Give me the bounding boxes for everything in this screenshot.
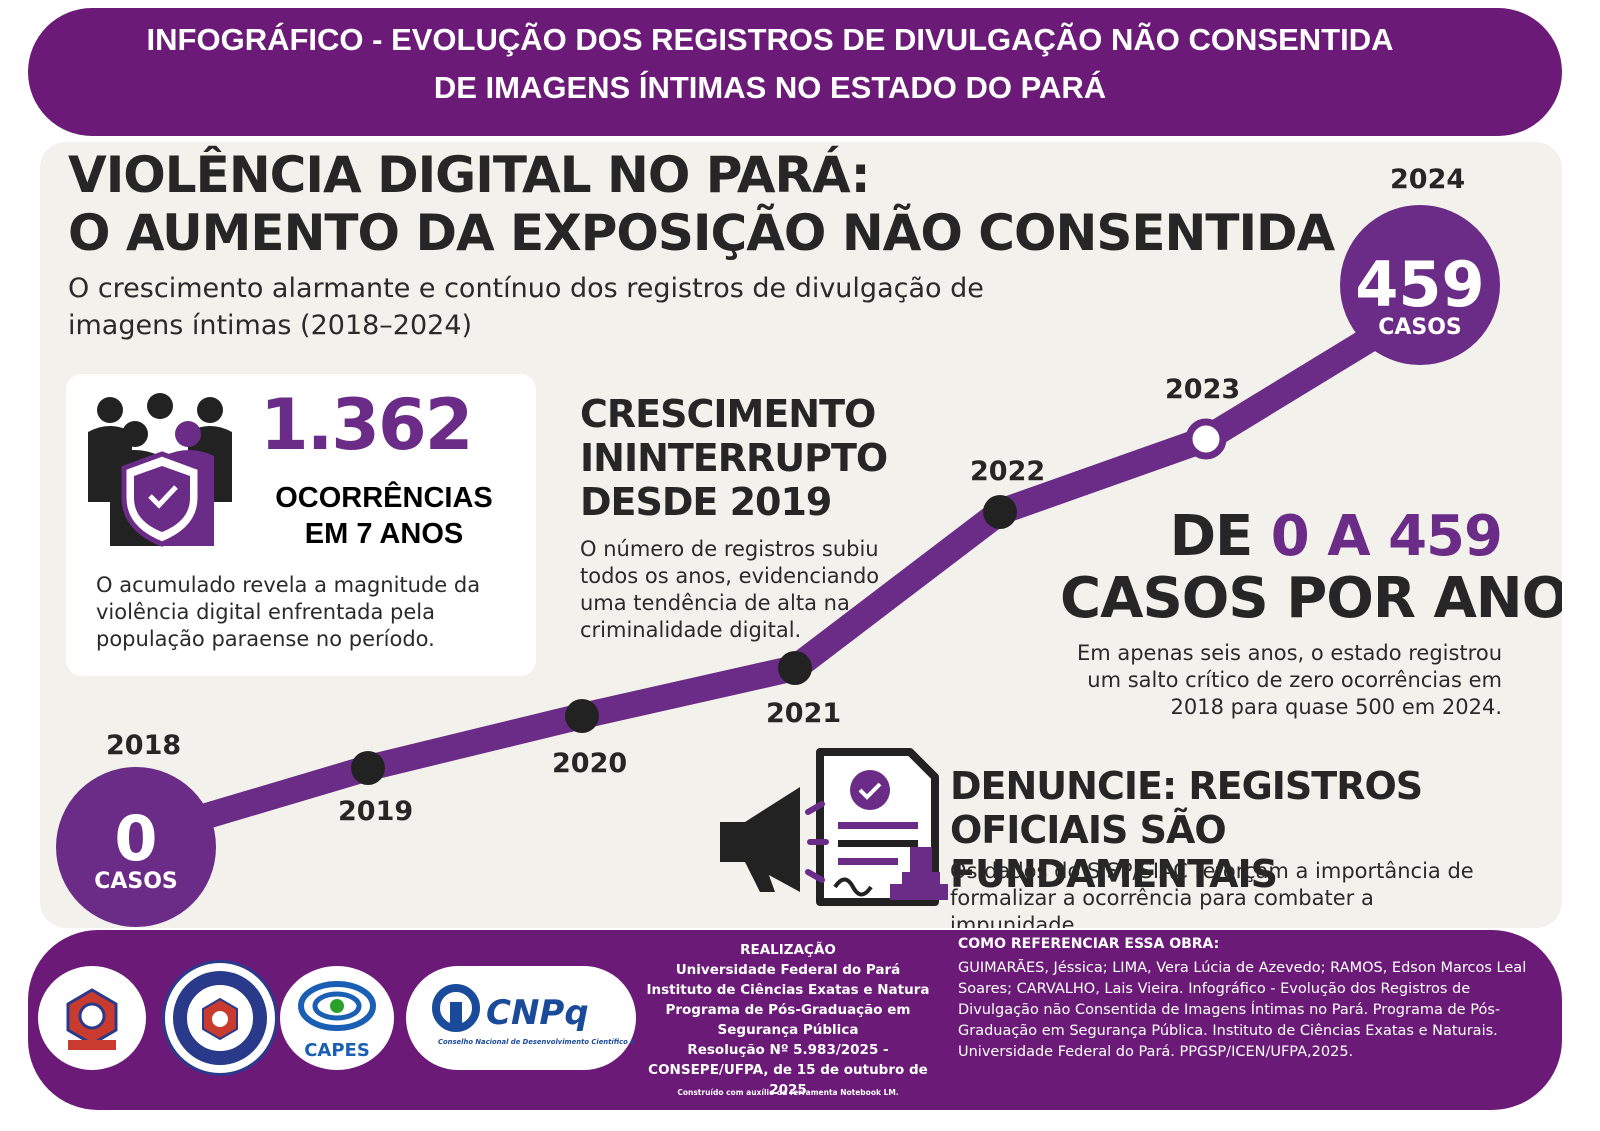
growth-title-line2: ININTERRUPTO [580, 436, 888, 480]
stat-label-line1: OCORRÊNCIAS [275, 482, 493, 514]
infographic-panel: 0 CASOS 459 CASOS VIOLÊNCIA DIGITAL NO P… [40, 142, 1562, 928]
timeline-end-circle [1340, 205, 1500, 365]
reference-title: COMO REFERENCIAR ESSA OBRA: [958, 936, 1220, 952]
end-value: 459 [1355, 248, 1484, 321]
credits-line: Instituto de Ciências Exatas e Natura [646, 982, 930, 998]
people-shield-icon [88, 393, 232, 547]
main-title-line2: O AUMENTO DA EXPOSIÇÃO NÃO CONSENTIDA [68, 204, 1335, 262]
page-title-line1: INFOGRÁFICO - EVOLUÇÃO DOS REGISTROS DE … [146, 22, 1394, 57]
credits-line: REALIZAÇÃO [740, 942, 836, 958]
timeline-chart: 0 CASOS 459 CASOS [56, 205, 1500, 927]
end-label: CASOS [1378, 315, 1462, 340]
credits-line: Resolução Nº 5.983/2025 - [687, 1042, 889, 1058]
page-title-line2: DE IMAGENS ÍNTIMAS NO ESTADO DO PARÁ [433, 70, 1107, 105]
cnpq-subtitle: Conselho Nacional de Desenvolvimento Cie… [438, 1038, 636, 1046]
timeline-node-2022 [983, 495, 1017, 529]
timeline-start-circle [56, 767, 216, 927]
year-label-2018: 2018 [106, 730, 182, 761]
year-label-2019: 2019 [338, 796, 414, 827]
report-title-line1: DENUNCIE: REGISTROS [950, 764, 1423, 808]
credits-line: Programa de Pós-Graduação em [665, 1002, 911, 1018]
range-title-line2: CASOS POR ANO [1060, 566, 1562, 631]
report-title-line2: OFICIAIS SÃO FUNDAMENTAIS [950, 808, 1278, 896]
credits-note: Construído com auxílio da ferramenta Not… [677, 1088, 899, 1097]
ppgsp-logo [162, 960, 278, 1076]
growth-title-line1: CRESCIMENTO [580, 392, 876, 436]
growth-text: O número de registros subiu todos os ano… [580, 537, 880, 642]
timeline-node-2023 [1185, 418, 1227, 460]
timeline-node-2021 [778, 651, 812, 685]
cnpq-logo: CNPq Conselho Nacional de Desenvolviment… [406, 966, 682, 1070]
year-label-2024: 2024 [1390, 164, 1466, 195]
timeline-node-2019 [351, 751, 385, 785]
reference-text: GUIMARÃES, Jéssica; LIMA, Vera Lúcia de … [958, 960, 1527, 1060]
page-title: INFOGRÁFICO - EVOLUÇÃO DOS REGISTROS DE … [60, 16, 1480, 112]
timeline-node-2020 [565, 699, 599, 733]
capes-label: CAPES [304, 1040, 370, 1061]
ufpa-logo [38, 966, 146, 1070]
range-prefix: DE [1169, 504, 1271, 569]
year-label-2021: 2021 [766, 698, 842, 729]
header-banner [28, 8, 1562, 136]
range-title-line1: DE 0 A 459 [1060, 504, 1503, 569]
main-title-line1: VIOLÊNCIA DIGITAL NO PARÁ: [68, 146, 871, 204]
credits-line: CONSEPE/UFPA, de 15 de outubro de 2025 [648, 1062, 928, 1098]
year-label-2020: 2020 [552, 748, 628, 779]
growth-title-line3: DESDE 2019 [580, 480, 832, 524]
report-title: DENUNCIE: REGISTROS OFICIAIS SÃO FUNDAME… [950, 764, 1510, 896]
year-label-2023: 2023 [1165, 374, 1241, 405]
stat-value: 1.362 [260, 384, 473, 466]
stat-label: OCORRÊNCIAS EM 7 ANOS [242, 480, 526, 552]
stat-card-text: O acumulado revela a magnitude da violên… [96, 573, 481, 651]
range-text: Em apenas seis anos, o estado registrou … [1076, 641, 1502, 719]
main-subtitle: O crescimento alarmante e contínuo dos r… [68, 273, 984, 341]
credits-line: Universidade Federal do Pará [675, 962, 901, 978]
megaphone-document-icon [720, 748, 948, 906]
credits-block: REALIZAÇÃO Universidade Federal do Pará … [630, 940, 946, 1100]
stat-label-box [242, 466, 526, 568]
stat-label-line2: EM 7 ANOS [304, 518, 464, 550]
growth-title: CRESCIMENTO ININTERRUPTO DESDE 2019 [580, 392, 900, 524]
year-label-2022: 2022 [970, 456, 1046, 487]
credits-line: Segurança Pública [717, 1022, 859, 1038]
range-highlight: 0 A 459 [1270, 504, 1503, 569]
cnpq-label: CNPq [486, 993, 589, 1033]
capes-logo: CAPES [280, 966, 394, 1070]
start-value: 0 [114, 802, 157, 875]
report-text: Os dados do SISP/SIAC reforçam a importâ… [950, 859, 1474, 928]
start-label: CASOS [94, 869, 178, 894]
